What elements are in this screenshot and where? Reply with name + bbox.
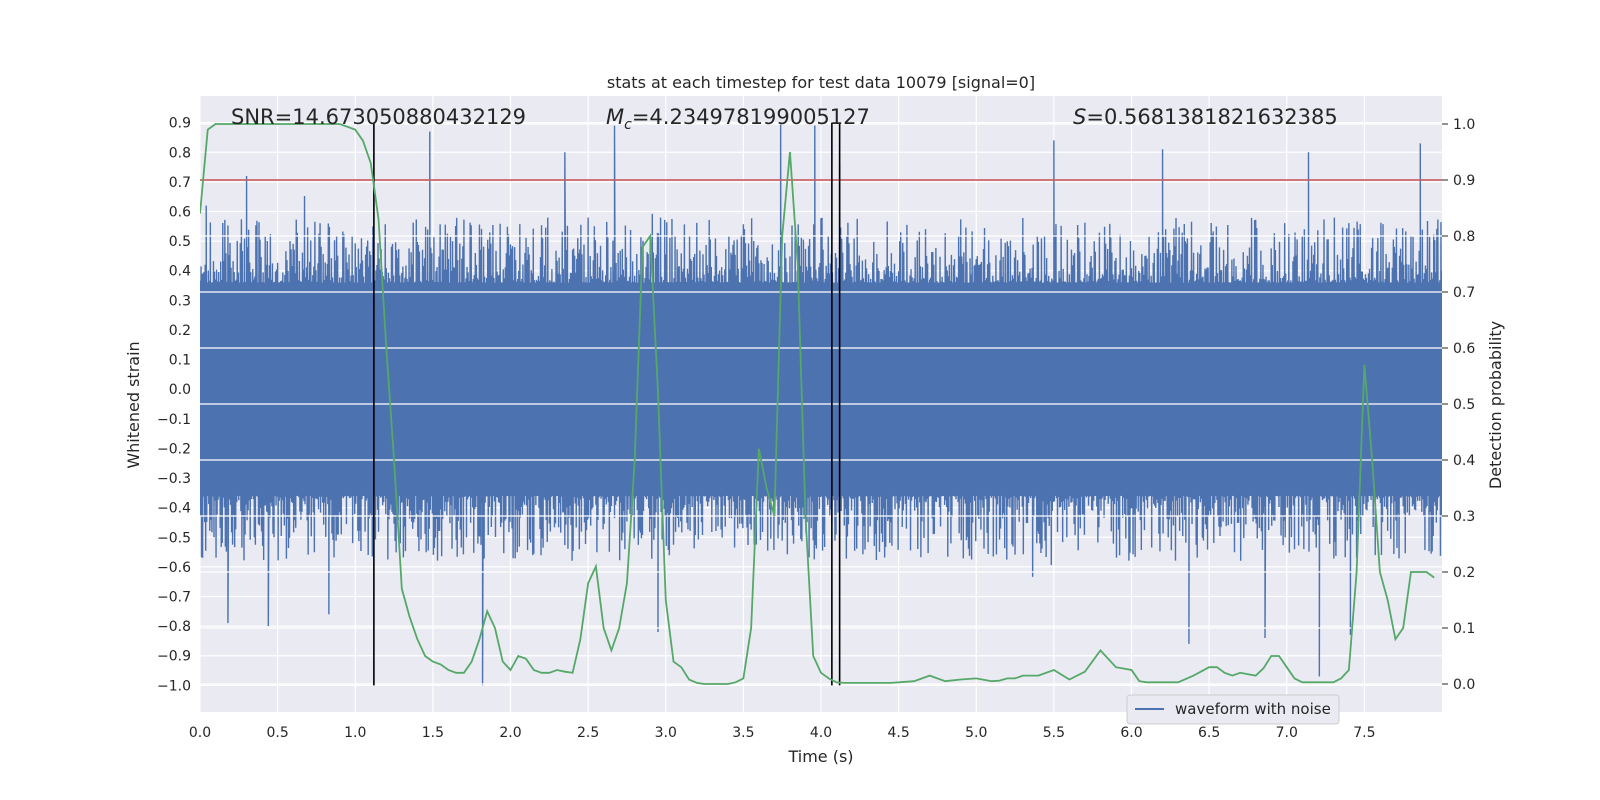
mc-subscript: c	[624, 117, 632, 133]
y-left-tick-label: 0.5	[169, 234, 191, 250]
y-left-tick-label: −0.8	[157, 619, 191, 635]
y-right-tick-label: 0.2	[1453, 565, 1475, 581]
x-tick-label: 1.5	[422, 725, 444, 741]
y-left-tick-label: 0.9	[169, 116, 191, 132]
y-right-tick-label: 0.5	[1453, 397, 1475, 413]
y-left-tick-label: −0.3	[157, 471, 191, 487]
mc-value: =4.234978199005127	[632, 105, 870, 129]
y-axis-label-left: Whitened strain	[124, 341, 143, 468]
y-left-tick-label: 0.8	[169, 145, 191, 161]
y-right-tick-label: 0.6	[1453, 341, 1475, 357]
y-left-tick-label: −0.7	[157, 590, 191, 606]
x-tick-label: 4.0	[810, 725, 832, 741]
y-right-tick-label: 0.8	[1453, 229, 1475, 245]
y-left-tick-label: −0.2	[157, 441, 191, 457]
y-left-tick-label: −0.4	[157, 501, 191, 517]
s-value: =0.5681381821632385	[1086, 105, 1337, 129]
waveform-series	[200, 122, 1442, 686]
y-left-tick-label: 0.6	[169, 205, 191, 221]
legend-box	[1126, 694, 1340, 725]
probability-line	[200, 123, 1435, 685]
tick-labels: 0.0 0.5 1.0 1.5 2.0 2.5 3.0 3.5 4.0 4.5 5.0 5.5 6.0 6…	[157, 116, 1475, 741]
y-right-tick-label: 0.1	[1453, 621, 1475, 637]
x-tick-label: 6.5	[1198, 725, 1220, 741]
x-tick-label: 5.0	[965, 725, 987, 741]
y-right-tick-label: 0.9	[1453, 173, 1475, 189]
y-left-tick-label: −0.9	[157, 649, 191, 665]
x-tick-label: 0.5	[266, 725, 288, 741]
x-tick-label: 2.5	[577, 725, 599, 741]
y-left-tick-label: −0.1	[157, 412, 191, 428]
chart-title: stats at each timestep for test data 100…	[607, 73, 1035, 92]
x-tick-label: 3.0	[655, 725, 677, 741]
x-tick-label: 6.0	[1120, 725, 1142, 741]
y-left-tick-label: 0.4	[169, 264, 191, 280]
y-left-tick-label: −0.6	[157, 560, 191, 576]
legend-label-waveform: waveform with noise	[1175, 700, 1331, 718]
x-tick-label: 7.0	[1276, 725, 1298, 741]
y-right-tick-label: 0.0	[1453, 677, 1475, 693]
x-axis-label: Time (s)	[787, 747, 853, 766]
y-left-tick-label: 0.2	[169, 323, 191, 339]
x-tick-label: 1.0	[344, 725, 366, 741]
y-right-tick-label: 1.0	[1453, 117, 1475, 133]
mc-symbol: M	[606, 105, 624, 129]
x-tick-label: 7.5	[1353, 725, 1375, 741]
y-right-tick-label: 0.3	[1453, 509, 1475, 525]
mc-annotation: Mc=4.234978199005127	[606, 105, 870, 133]
y-right-tick-label: 0.4	[1453, 453, 1475, 469]
y-left-tick-label: 0.1	[169, 353, 191, 369]
y-left-tick-label: 0.3	[169, 293, 191, 309]
x-tick-label: 3.5	[732, 725, 754, 741]
y-axis-label-right: Detection probability	[1486, 321, 1505, 489]
x-tick-label: 2.0	[499, 725, 521, 741]
y-right-tick-label: 0.7	[1453, 285, 1475, 301]
overlay-lines	[200, 122, 1442, 686]
y-left-tick-label: 0.7	[169, 175, 191, 191]
waveform-core	[200, 288, 1442, 496]
x-tick-label: 4.5	[887, 725, 909, 741]
x-tick-label: 5.5	[1043, 725, 1065, 741]
s-symbol: S	[1073, 105, 1086, 129]
s-annotation: S=0.5681381821632385	[1073, 105, 1338, 129]
y-left-tick-label: 0.0	[169, 382, 191, 398]
legend: waveform with noise	[1126, 694, 1340, 725]
y-left-tick-label: −1.0	[157, 678, 191, 694]
x-tick-label: 0.0	[189, 725, 211, 741]
snr-annotation: SNR=14.673050880432129	[231, 105, 526, 129]
y-left-tick-label: −0.5	[157, 530, 191, 546]
